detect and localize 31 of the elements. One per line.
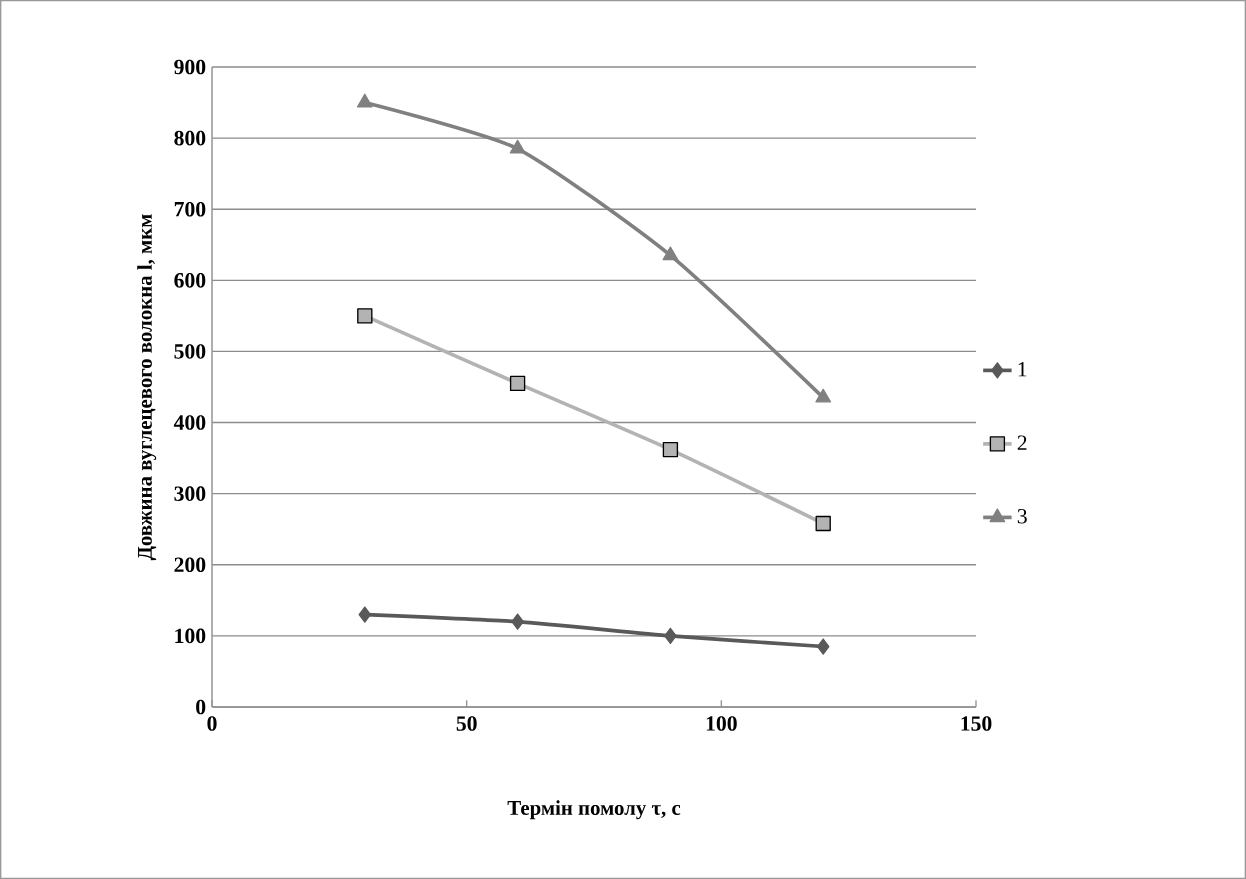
- x-tick-label: 0: [207, 716, 217, 731]
- y-tick-label: 600: [174, 273, 206, 288]
- point: [509, 139, 526, 154]
- y-tick-label: 400: [173, 415, 206, 430]
- point: [815, 388, 832, 403]
- y-tick-label: 900: [174, 59, 206, 75]
- point: [662, 246, 679, 261]
- y-tick-label: 100: [175, 628, 206, 644]
- point: [816, 638, 830, 655]
- y-tick-label: 500: [174, 344, 206, 359]
- x-axis-title: Термін помолу τ, с: [507, 800, 681, 820]
- y-tick-label: 700: [174, 201, 206, 217]
- y-axis-title: Довжина вуглецевого волокна l, мкм: [137, 214, 157, 561]
- x-tick-label: 150: [961, 716, 992, 731]
- point: [664, 627, 677, 645]
- point: [357, 308, 373, 324]
- y-tick-label: 0: [196, 699, 206, 715]
- x-tick-label: 100: [706, 716, 737, 731]
- legend-label: 3: [1017, 508, 1027, 524]
- point: [509, 375, 526, 392]
- point: [356, 93, 373, 108]
- legend-label: 1: [1018, 361, 1027, 377]
- legend-label: 2: [1017, 435, 1027, 450]
- point: [662, 441, 679, 458]
- point: [358, 606, 372, 623]
- y-tick-label: 200: [174, 557, 206, 573]
- point: [511, 613, 524, 630]
- y-tick-label: 300: [174, 486, 206, 501]
- y-tick-label: 800: [174, 130, 206, 146]
- point: [815, 515, 831, 532]
- x-tick-label: 50: [456, 716, 477, 731]
